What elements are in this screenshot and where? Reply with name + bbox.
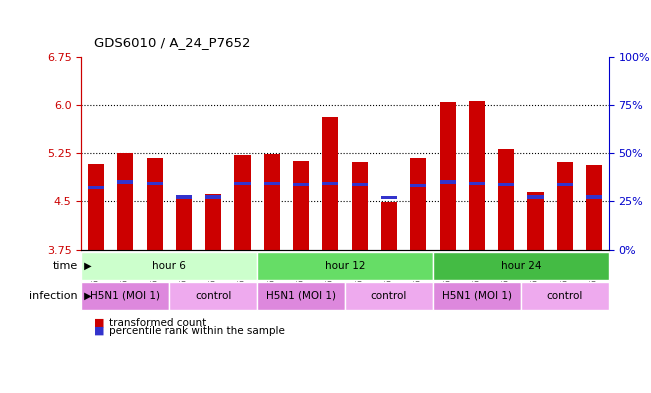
Bar xyxy=(439,102,456,250)
Bar xyxy=(410,158,426,250)
Text: infection: infection xyxy=(29,291,78,301)
Bar xyxy=(234,182,251,185)
Text: percentile rank within the sample: percentile rank within the sample xyxy=(109,325,284,336)
Text: ■: ■ xyxy=(94,325,105,336)
Bar xyxy=(586,165,602,250)
Bar xyxy=(557,162,573,250)
Bar xyxy=(352,183,368,187)
Bar xyxy=(527,195,544,199)
Text: ▶: ▶ xyxy=(81,261,92,271)
Bar xyxy=(169,282,257,310)
Bar xyxy=(176,197,192,250)
Bar xyxy=(322,117,339,250)
Bar xyxy=(146,182,163,185)
Bar xyxy=(88,185,104,189)
Text: hour 24: hour 24 xyxy=(501,261,541,271)
Bar xyxy=(257,252,433,280)
Bar xyxy=(117,180,133,184)
Text: hour 12: hour 12 xyxy=(325,261,365,271)
Bar xyxy=(81,252,257,280)
Bar xyxy=(381,202,397,250)
Bar xyxy=(264,154,280,250)
Bar xyxy=(205,194,221,250)
Bar xyxy=(381,196,397,199)
Text: GDS6010 / A_24_P7652: GDS6010 / A_24_P7652 xyxy=(94,36,251,49)
Bar xyxy=(264,182,280,185)
Bar xyxy=(469,101,485,250)
Bar xyxy=(205,195,221,199)
Bar xyxy=(81,282,169,310)
Text: control: control xyxy=(195,291,231,301)
Text: transformed count: transformed count xyxy=(109,318,206,328)
Bar xyxy=(345,282,433,310)
Text: time: time xyxy=(53,261,78,271)
Bar xyxy=(117,153,133,250)
Bar xyxy=(586,195,602,199)
Text: H5N1 (MOI 1): H5N1 (MOI 1) xyxy=(266,291,336,301)
Bar xyxy=(433,282,521,310)
Text: control: control xyxy=(547,291,583,301)
Bar xyxy=(410,184,426,187)
Bar xyxy=(257,282,345,310)
Bar xyxy=(176,195,192,199)
Bar xyxy=(527,192,544,250)
Bar xyxy=(498,149,514,250)
Bar xyxy=(433,252,609,280)
Bar xyxy=(498,183,514,187)
Text: H5N1 (MOI 1): H5N1 (MOI 1) xyxy=(442,291,512,301)
Bar xyxy=(439,180,456,184)
Bar xyxy=(234,155,251,250)
Text: H5N1 (MOI 1): H5N1 (MOI 1) xyxy=(90,291,160,301)
Bar xyxy=(469,182,485,185)
Text: ▶: ▶ xyxy=(81,291,92,301)
Bar xyxy=(322,182,339,185)
Bar xyxy=(352,162,368,250)
Text: ■: ■ xyxy=(94,318,105,328)
Bar xyxy=(146,158,163,250)
Bar xyxy=(293,183,309,187)
Bar xyxy=(293,161,309,250)
Bar xyxy=(88,164,104,250)
Text: control: control xyxy=(371,291,407,301)
Text: hour 6: hour 6 xyxy=(152,261,186,271)
Bar xyxy=(521,282,609,310)
Bar xyxy=(557,183,573,187)
